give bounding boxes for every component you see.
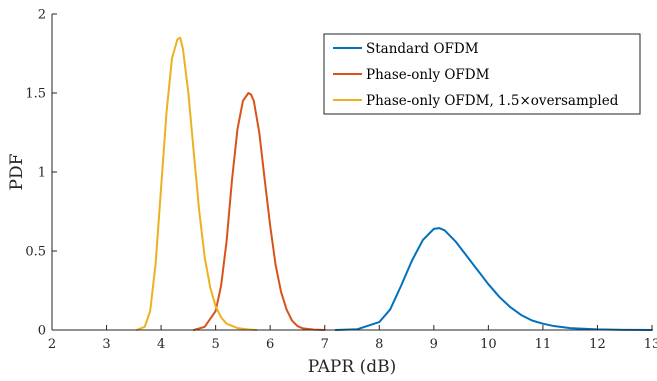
- x-tick-label: 6: [266, 337, 274, 352]
- x-axis-title: PAPR (dB): [308, 357, 396, 377]
- y-tick-label: 1.5: [25, 87, 46, 102]
- series-line-1: [334, 227, 653, 331]
- x-tick-label: 8: [375, 337, 383, 352]
- x-tick-label: 7: [321, 337, 329, 352]
- series-line-3: [135, 36, 258, 331]
- x-tick-label: 3: [102, 337, 110, 352]
- y-tick-label: 1: [38, 166, 46, 181]
- x-tick-label: 4: [157, 337, 165, 352]
- x-tick-label: 10: [480, 337, 497, 352]
- legend-label-2: Phase-only OFDM: [366, 67, 490, 83]
- x-tick-label: 13: [644, 337, 657, 352]
- series-group: [135, 36, 653, 331]
- x-tick-label: 5: [211, 337, 219, 352]
- x-tick-label: 12: [589, 337, 606, 352]
- legend-label-3: Phase-only OFDM, 1.5×oversampled: [366, 93, 619, 109]
- y-tick-label: 0.5: [25, 245, 46, 260]
- ticks-group: 2 3 4 5 6 7 8 9 10 11 12 13 0 0.5 1 1.5 2: [25, 8, 657, 353]
- legend-box: [323, 33, 641, 115]
- x-tick-label: 11: [535, 337, 552, 352]
- series-line-2: [192, 92, 326, 331]
- legend: Standard OFDM Phase-only OFDM Phase-only O…: [323, 33, 641, 115]
- x-tick-label: 2: [48, 337, 56, 352]
- y-tick-label: 0: [38, 324, 46, 339]
- y-axis-title: PDF: [7, 153, 27, 190]
- y-tick-label: 2: [38, 8, 46, 23]
- x-tick-label: 9: [430, 337, 438, 352]
- legend-label-1: Standard OFDM: [366, 41, 479, 57]
